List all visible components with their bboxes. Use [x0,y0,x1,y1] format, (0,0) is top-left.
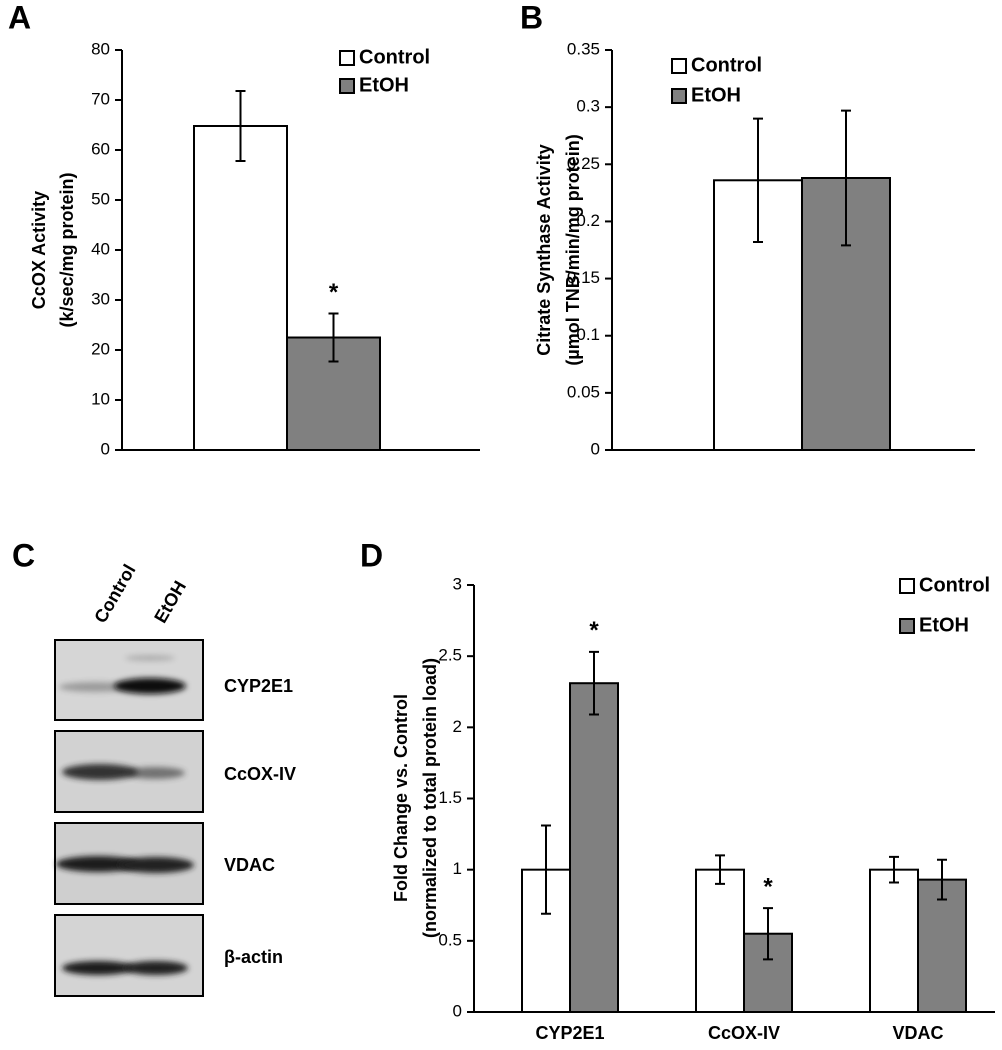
panel-label: D [360,537,383,573]
legend-swatch [899,618,915,634]
legend-swatch [339,78,355,94]
y-axis-label: CcOX Activity [29,191,49,309]
legend-label: EtOH [919,614,969,636]
legend-label: Control [691,54,762,76]
y-axis-label: Fold Change vs. Control [391,694,411,902]
error-bar [841,109,851,247]
band-label: VDAC [224,855,275,875]
y-tick-label: 50 [91,189,110,208]
bar [695,868,745,1014]
y-tick-label: 30 [91,289,110,308]
error-bar [763,907,773,961]
y-tick-label: 0.35 [567,39,600,58]
error-bar [753,117,763,243]
y-tick-label: 0.25 [567,154,600,173]
y-tick-label: 1.5 [438,788,462,807]
y-tick-label: 0.1 [576,325,600,344]
error-bar [715,854,725,885]
significance-mark: * [329,279,339,306]
blot [54,639,204,997]
y-tick-label: 60 [91,139,110,158]
legend-swatch [671,58,687,74]
lane-label: EtOH [150,577,190,626]
lane-label: Control [90,561,139,626]
y-tick-label: 1 [453,859,462,878]
y-tick-label: 0.5 [438,930,462,949]
x-tick-label: CcOX-IV [708,1023,780,1043]
bar [193,125,288,451]
x-tick-label: VDAC [892,1023,943,1043]
error-bar [235,90,246,162]
y-axis-label: Citrate Synthase Activity [534,144,554,355]
legend-label: Control [919,574,990,596]
band-label: CcOX-IV [224,764,296,784]
y-axis-label: (k/sec/mg protein) [57,172,77,327]
legend-label: EtOH [359,74,409,96]
y-tick-label: 20 [91,339,110,358]
panel-label: C [12,537,35,573]
y-tick-label: 40 [91,239,110,258]
y-tick-label: 10 [91,389,110,408]
error-bar [889,855,899,884]
legend-swatch [339,50,355,66]
legend-label: Control [359,46,430,68]
y-tick-label: 2 [453,717,462,736]
legend-swatch [671,88,687,104]
y-axis-label: (normalized to total protein load) [420,658,440,938]
y-tick-label: 0 [101,439,110,458]
y-tick-label: 0 [591,439,600,458]
significance-mark: * [763,873,773,900]
band-label: β-actin [224,947,283,967]
y-axis-label: (µmol TNB/min/mg protein) [563,134,583,365]
y-tick-label: 2.5 [438,646,462,665]
bar [869,868,919,1014]
x-tick-label: CYP2E1 [535,1023,604,1043]
significance-mark: * [589,617,599,644]
legend-label: EtOH [691,84,741,106]
bar [569,682,619,1014]
legend-swatch [899,578,915,594]
y-tick-label: 70 [91,89,110,108]
error-bar [937,858,947,901]
panel-label: B [520,0,543,35]
band-label: CYP2E1 [224,676,293,696]
panel-label: A [8,0,31,35]
y-tick-label: 0.05 [567,382,600,401]
error-bar [328,312,339,363]
bar [521,868,571,1014]
error-bar [589,650,599,716]
y-tick-label: 0.2 [576,211,600,230]
error-bar [541,824,551,915]
y-tick-label: 0.15 [567,268,600,287]
y-tick-label: 3 [453,574,462,593]
y-tick-label: 0.3 [576,97,600,116]
y-tick-label: 80 [91,39,110,58]
y-tick-label: 0 [453,1001,462,1020]
